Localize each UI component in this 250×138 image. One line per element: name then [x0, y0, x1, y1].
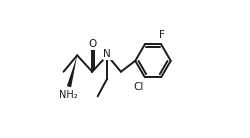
Text: NH₂: NH₂	[59, 90, 78, 100]
Polygon shape	[67, 55, 77, 87]
Text: Cl: Cl	[134, 82, 144, 92]
Text: F: F	[159, 30, 165, 40]
Text: N: N	[103, 49, 111, 59]
Text: O: O	[89, 39, 97, 49]
